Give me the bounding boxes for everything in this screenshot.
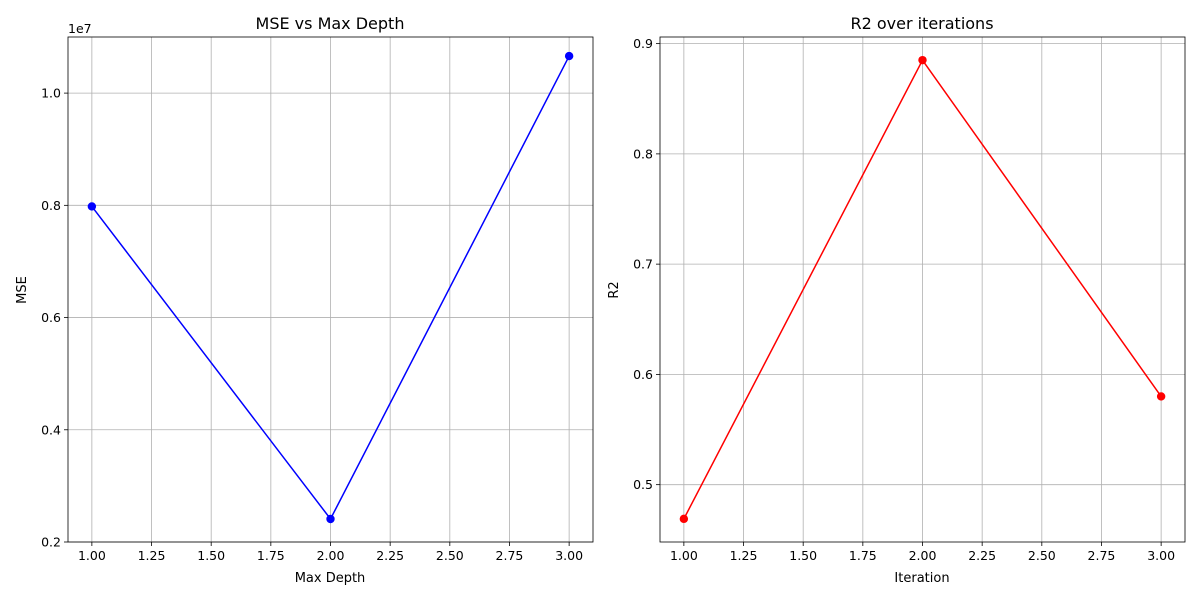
x-tick-label: 1.25 (138, 548, 166, 563)
y-tick-label: 0.5 (633, 477, 653, 492)
data-point (1156, 392, 1166, 401)
x-tick-label: 1.50 (789, 548, 817, 563)
x-tick-label: 2.25 (968, 548, 996, 563)
x-axis-label: Iteration (894, 571, 949, 586)
y-tick-label: 0.2 (41, 535, 61, 550)
y-tick-label: 0.7 (633, 257, 653, 272)
x-tick-label: 1.75 (849, 548, 877, 563)
x-tick-label: 2.00 (317, 548, 345, 563)
y-axis-label: R2 (607, 281, 622, 298)
x-tick-label: 2.75 (1088, 548, 1116, 563)
plot-frame (659, 36, 1186, 543)
y-tick-label: 0.9 (633, 36, 653, 51)
x-tick-label: 2.50 (1028, 548, 1056, 563)
data-point (87, 202, 97, 211)
data-point (564, 51, 574, 61)
y-axis-offset-label: 1e7 (68, 21, 92, 36)
x-tick-label: 1.25 (730, 548, 758, 563)
chart-r2-over-iterations: 1.00 1.25 1.50 1.75 2.00 2.25 2.50 2.75 3.00 0.5 0… (607, 14, 1186, 586)
chart-title: MSE vs Max Depth (256, 14, 405, 33)
chart-mse-vs-max-depth: 1.00 1.25 1.50 1.75 2.00 2.25 2.50 2.75 3.00 0.2 0… (15, 14, 594, 586)
x-tick-label: 1.00 (78, 548, 106, 563)
x-tick-label: 1.50 (197, 548, 225, 563)
y-tick-label: 1.0 (41, 86, 61, 101)
y-tick-label: 0.4 (41, 422, 61, 437)
data-point (326, 514, 335, 524)
x-tick-label: 2.00 (909, 548, 937, 563)
plot-frame (67, 36, 594, 543)
y-tick-label: 0.8 (41, 198, 61, 213)
x-axis-label: Max Depth (295, 571, 366, 586)
x-tick-label: 2.75 (496, 548, 524, 563)
data-point (918, 55, 927, 65)
x-tick-label: 1.75 (257, 548, 285, 563)
y-tick-label: 0.8 (633, 146, 653, 161)
data-point (679, 514, 689, 524)
chart-title: R2 over iterations (850, 14, 993, 33)
x-tick-label: 3.00 (1147, 548, 1175, 563)
y-tick-label: 0.6 (633, 367, 653, 382)
x-tick-label: 3.00 (555, 548, 583, 563)
x-tick-label: 2.25 (376, 548, 404, 563)
y-tick-label: 0.6 (41, 310, 61, 325)
x-tick-label: 2.50 (436, 548, 464, 563)
x-tick-label: 1.00 (670, 548, 698, 563)
y-axis-label: MSE (15, 276, 30, 304)
